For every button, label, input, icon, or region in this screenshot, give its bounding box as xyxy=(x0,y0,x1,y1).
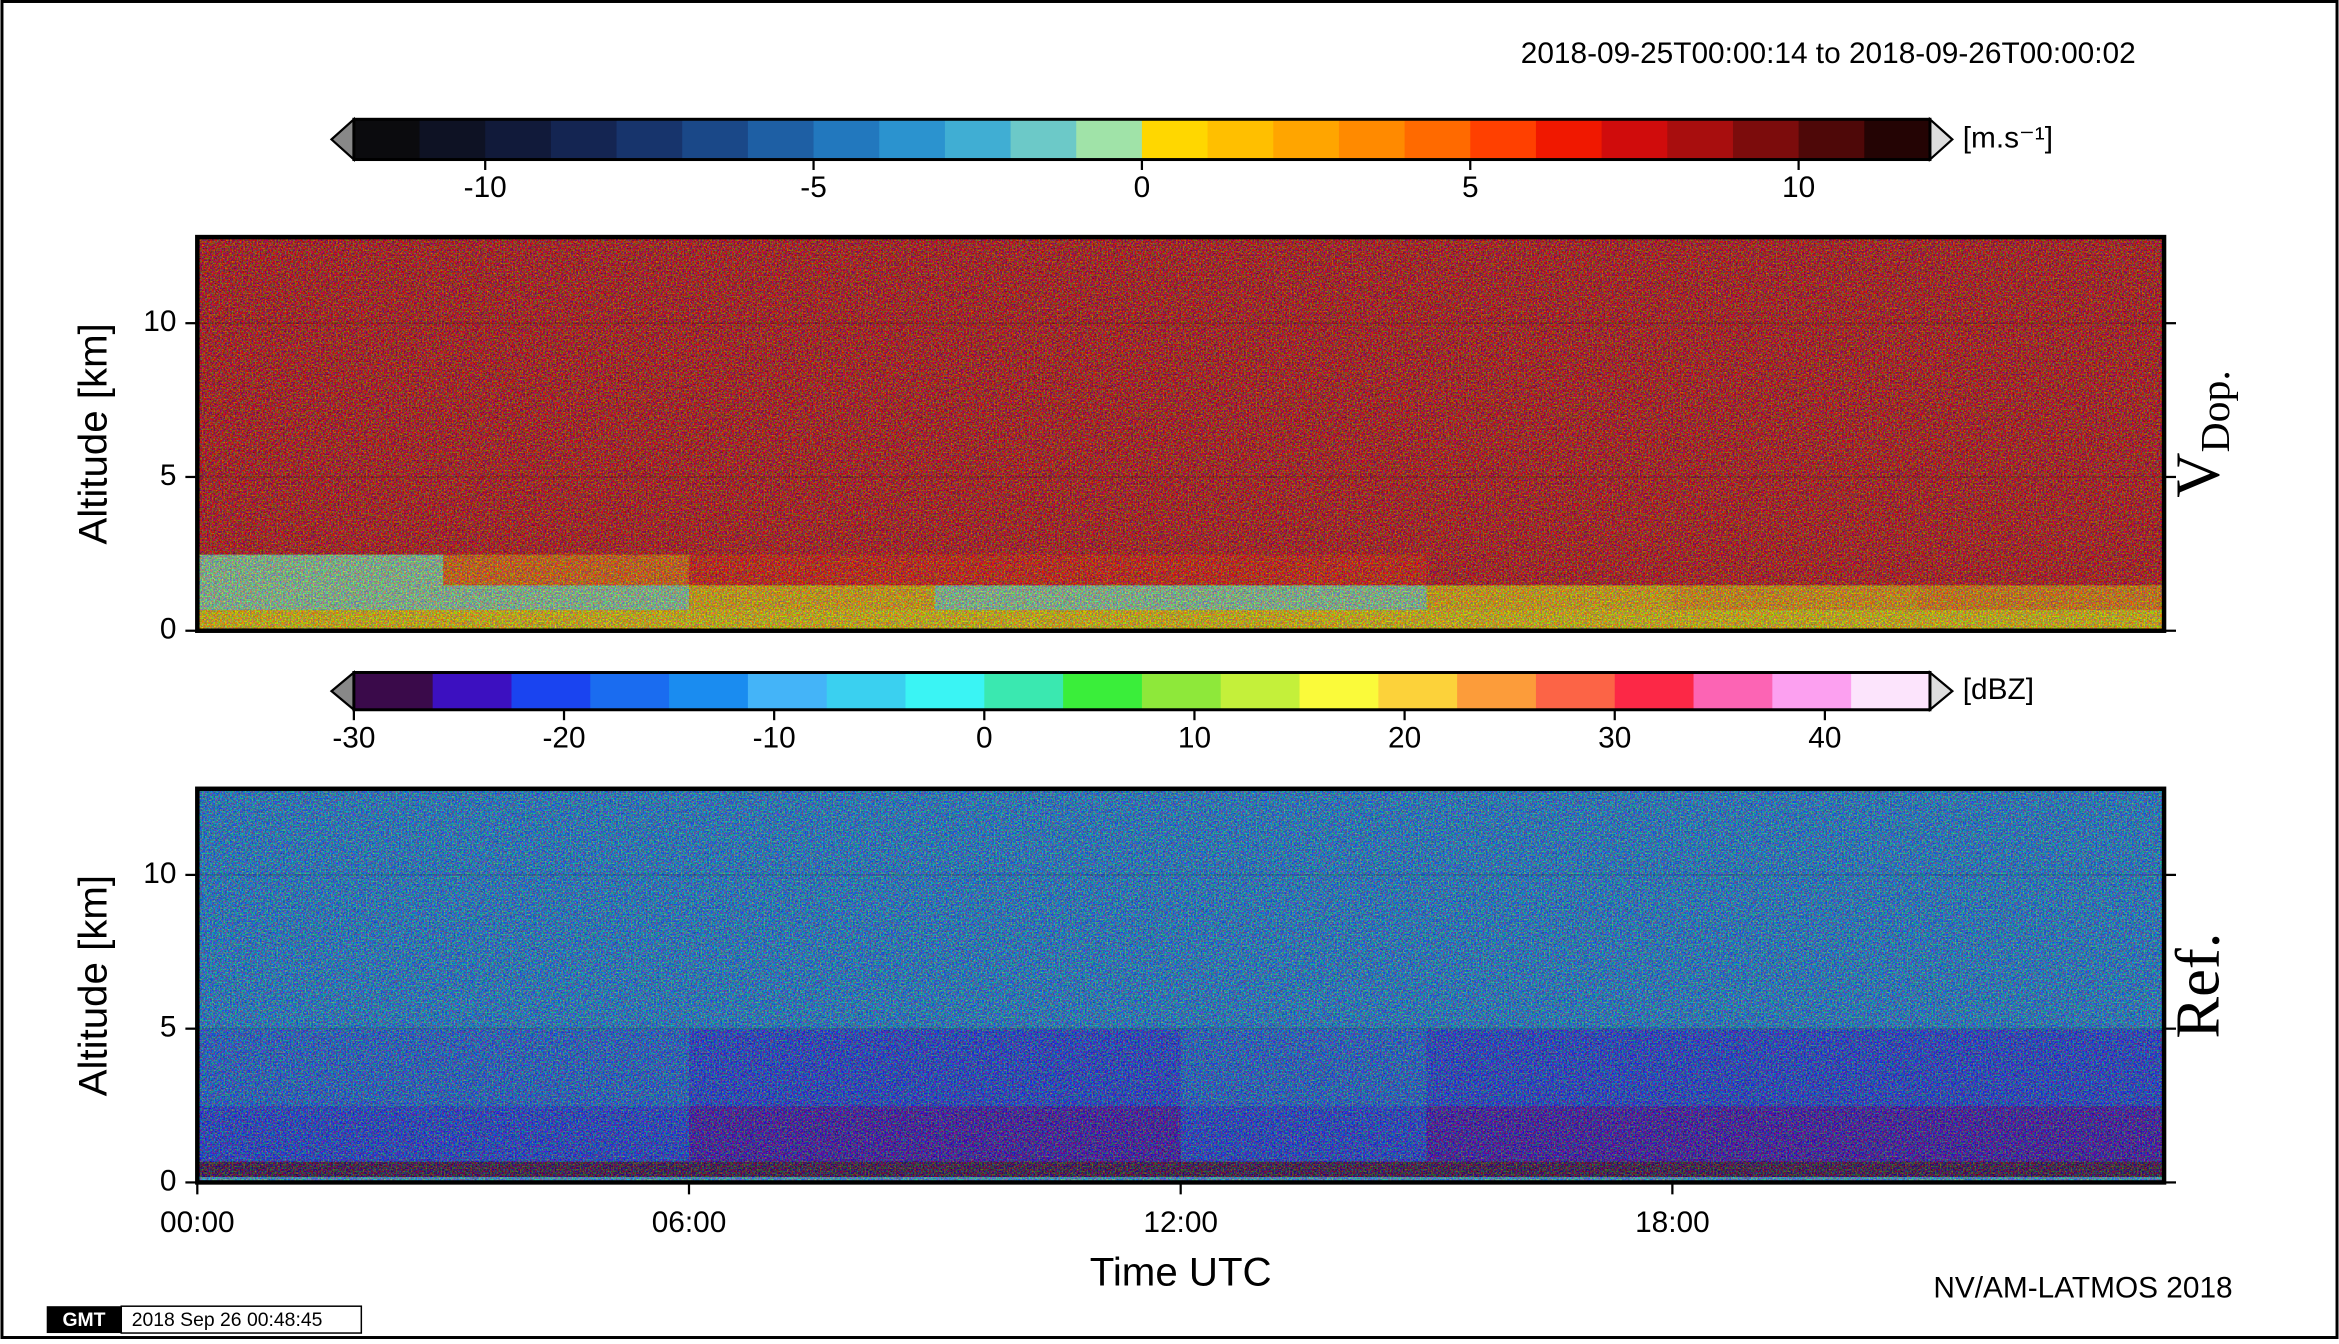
panel-label: VDop. xyxy=(2163,370,2239,498)
colorbar-label: [m.s⁻¹] xyxy=(1963,121,2053,154)
gmt-logo: GMT xyxy=(62,1309,105,1331)
x-axis-label: Time UTC xyxy=(1090,1250,1272,1295)
colorbar-swatch xyxy=(1220,672,1301,710)
gmt-timestamp-box xyxy=(120,1305,363,1334)
y-tick-label: 0 xyxy=(160,1164,177,1197)
colorbar-swatch xyxy=(813,119,880,160)
colorbar-swatch xyxy=(682,119,749,160)
colorbar-tick-label: 40 xyxy=(1808,721,1841,754)
colorbar-arrow-high xyxy=(1928,670,1955,713)
colorbar-swatch xyxy=(432,672,513,710)
colorbar-swatch xyxy=(616,119,683,160)
x-tick-label: 12:00 xyxy=(1143,1206,1218,1239)
colorbar-tick-label: -10 xyxy=(464,171,507,204)
colorbar-swatch xyxy=(511,672,592,710)
colorbar-swatch xyxy=(1535,672,1616,710)
colorbar-swatch xyxy=(1601,119,1669,160)
colorbar-swatch xyxy=(984,672,1064,710)
colorbar-tick-label: 30 xyxy=(1598,721,1631,754)
y-tick-label: 10 xyxy=(143,857,176,890)
colorbar-swatch xyxy=(1772,672,1852,710)
y-axis-label: Altitude [km] xyxy=(71,875,116,1096)
colorbar-arrow-high xyxy=(1928,116,1954,163)
colorbar-swatch xyxy=(1693,672,1774,710)
noise-texture xyxy=(197,237,2165,631)
colorbar-swatch xyxy=(1535,119,1603,160)
y-tick-label: 5 xyxy=(160,1011,177,1044)
colorbar-frame xyxy=(352,670,1932,712)
colorbar-tick-label: -5 xyxy=(800,171,827,204)
colorbar-swatch xyxy=(1338,119,1406,160)
colorbar-swatch xyxy=(669,672,749,710)
y-tick-label: 10 xyxy=(143,305,176,338)
colorbar-swatch xyxy=(485,119,552,160)
gmt-timestamp: 2018 Sep 26 00:48:45 xyxy=(132,1309,323,1331)
colorbar-swatch xyxy=(1864,119,1931,160)
x-tick-label: 18:00 xyxy=(1635,1206,1710,1239)
panel-label-main: Ref. xyxy=(2163,933,2233,1039)
colorbar-label: [dBZ] xyxy=(1963,673,2034,706)
colorbar-swatch xyxy=(1470,119,1537,160)
colorbar-swatch xyxy=(550,119,618,160)
colorbar-swatch xyxy=(944,119,1012,160)
colorbar-swatch xyxy=(1273,119,1340,160)
colorbar-swatch xyxy=(419,119,486,160)
colorbar-swatch xyxy=(1141,119,1209,160)
colorbar-swatch xyxy=(1667,119,1734,160)
colorbar-swatch xyxy=(747,119,815,160)
colorbar-swatch xyxy=(826,672,907,710)
colorbar-swatch xyxy=(905,672,986,710)
colorbar-swatch xyxy=(1076,119,1143,160)
colorbar-swatch xyxy=(1457,672,1537,710)
colorbar-tick-label: 10 xyxy=(1178,721,1211,754)
y-tick-label: 5 xyxy=(160,459,177,492)
colorbar-swatch xyxy=(353,119,421,160)
colorbar-arrow-low xyxy=(329,116,355,163)
y-axis-label: Altitude [km] xyxy=(71,323,116,544)
colorbar-swatch xyxy=(1010,119,1077,160)
colorbar-swatch xyxy=(1207,119,1275,160)
colorbar-tick-label: 0 xyxy=(976,721,993,754)
panel-frame xyxy=(195,234,2167,633)
colorbar-arrow-low xyxy=(329,670,355,713)
colorbar-swatch xyxy=(747,672,828,710)
colorbar-swatch xyxy=(1851,672,1931,710)
credit: NV/AM-LATMOS 2018 xyxy=(1933,1272,2232,1305)
colorbar-swatch xyxy=(1798,119,1866,160)
colorbar-swatch xyxy=(1299,672,1380,710)
colorbar-swatch xyxy=(1404,119,1472,160)
noise-texture xyxy=(197,788,2165,1183)
colorbar-tick-label: 20 xyxy=(1388,721,1421,754)
colorbar-tick-label: -20 xyxy=(542,721,585,754)
colorbar-swatch xyxy=(1732,119,1800,160)
colorbar-tick-label: 0 xyxy=(1134,171,1151,204)
colorbar-swatch xyxy=(1141,672,1222,710)
colorbar-swatch xyxy=(879,119,946,160)
colorbar-swatch xyxy=(1063,672,1143,710)
x-tick-label: 06:00 xyxy=(652,1206,727,1239)
x-tick-label: 00:00 xyxy=(160,1206,235,1239)
chart-title: 2018-09-25T00:00:14 to 2018-09-26T00:00:… xyxy=(1521,37,2136,70)
gmt-logo-box xyxy=(46,1306,122,1334)
panel-label: Ref. xyxy=(2163,933,2233,1039)
y-tick-label: 0 xyxy=(160,613,177,646)
colorbar-tick-label: -10 xyxy=(753,721,796,754)
colorbar-tick-label: -30 xyxy=(332,721,375,754)
colorbar-swatch xyxy=(1378,672,1458,710)
colorbar-tick-label: 5 xyxy=(1462,171,1479,204)
colorbar-swatch xyxy=(590,672,670,710)
panel-label-sub: Dop. xyxy=(2193,370,2239,452)
colorbar-swatch xyxy=(353,672,434,710)
panel-label-main: V xyxy=(2163,452,2233,497)
colorbar-swatch xyxy=(1614,672,1695,710)
colorbar-tick-label: 10 xyxy=(1782,171,1815,204)
